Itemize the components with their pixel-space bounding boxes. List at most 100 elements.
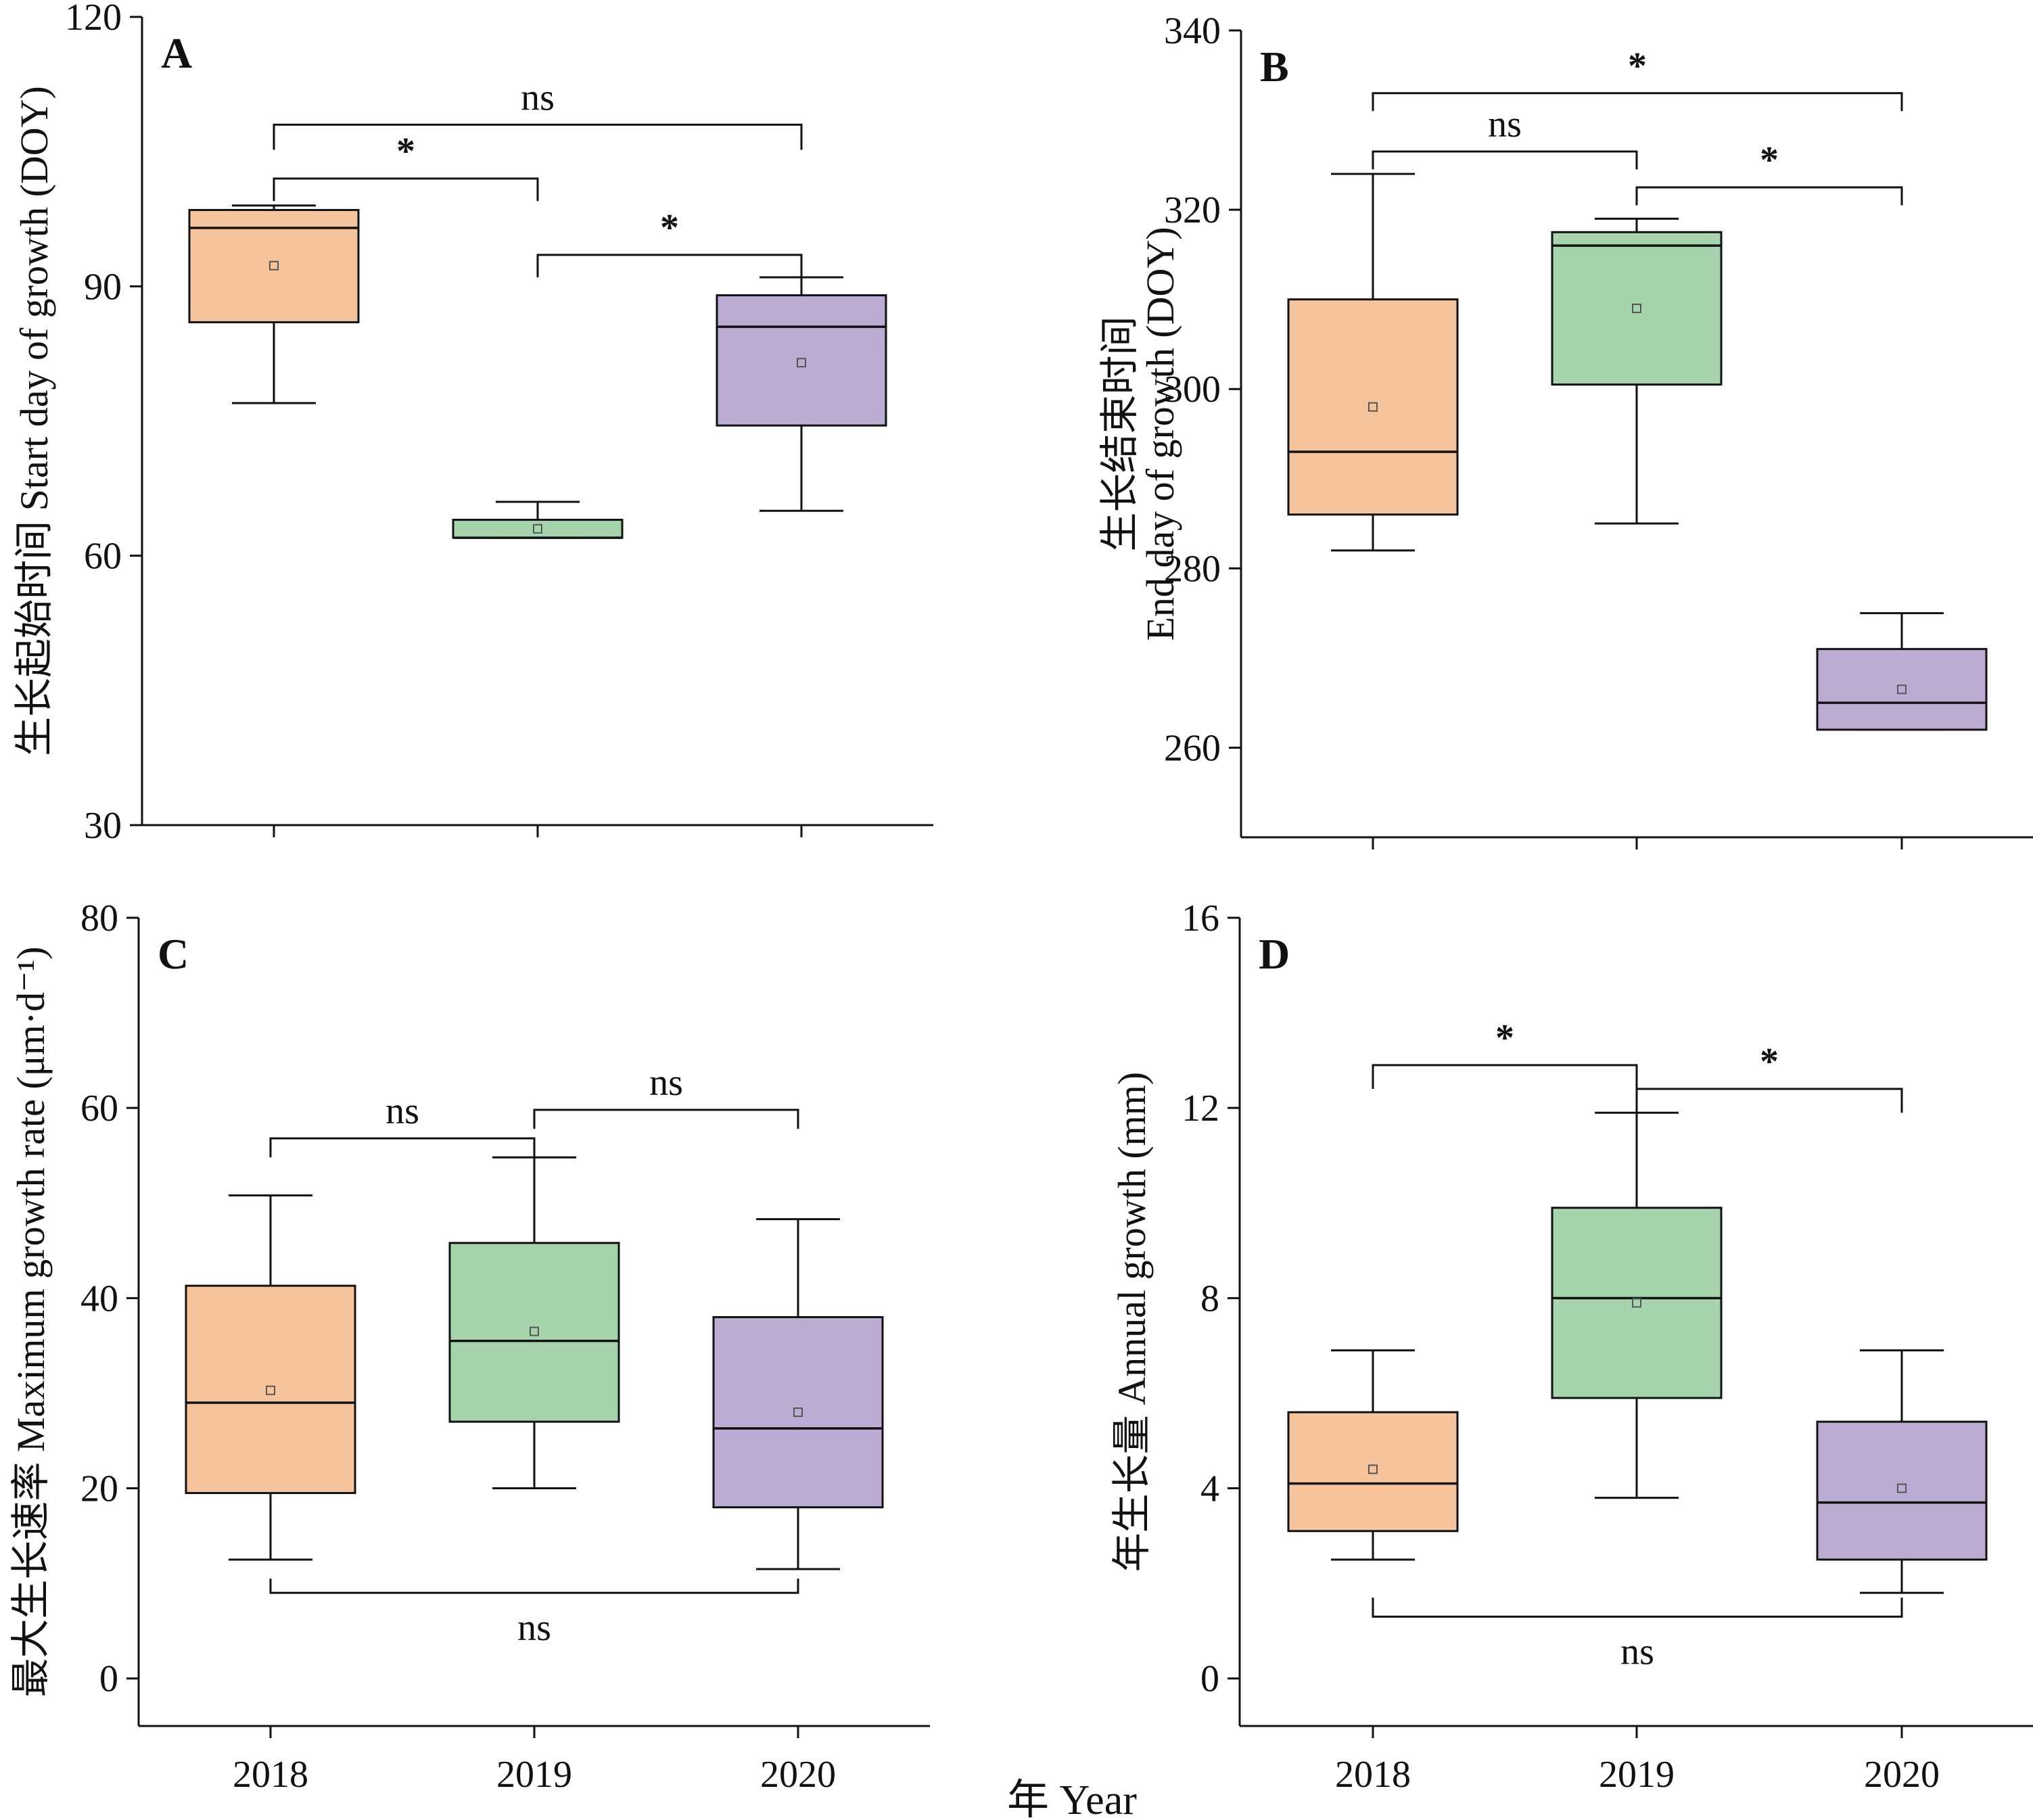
iqr-box <box>185 1284 356 1495</box>
panel-letter: A <box>161 29 192 77</box>
significance-label: * <box>396 131 415 172</box>
box-2018 <box>185 1194 356 1561</box>
x-tick-label: 2018 <box>1335 1754 1411 1796</box>
bracket-line <box>536 254 803 278</box>
panel-a: 30 60 90 120 A 生长起始时间 Start day of growth (DO… <box>12 0 933 847</box>
significance-bracket: ns <box>1372 1597 1903 1673</box>
y-tick-label: 8 <box>1200 1278 1219 1320</box>
significance-label: ns <box>649 1062 683 1104</box>
significance-bracket: * <box>1635 1041 1903 1113</box>
significance-label: * <box>1628 45 1647 87</box>
bracket-line <box>533 1109 799 1129</box>
significance-bracket: * <box>1635 139 1903 206</box>
box-2019 <box>452 500 624 539</box>
mean-marker <box>793 1407 803 1418</box>
mean-marker <box>1632 1298 1641 1308</box>
significance-bracket: * <box>273 131 539 202</box>
iqr-box <box>452 519 624 539</box>
x-tick-label: 2020 <box>1864 1754 1940 1796</box>
bracket-line <box>269 1579 799 1594</box>
bracket-line <box>1372 92 1903 112</box>
box-2019 <box>448 1156 620 1490</box>
y-tick-label: 280 <box>1164 548 1221 590</box>
box-2018 <box>1287 1349 1459 1561</box>
mean-marker <box>269 260 279 271</box>
significance-bracket: ns <box>1372 103 1638 170</box>
y-tick-label: 40 <box>80 1278 118 1320</box>
y-axis-title: 生长起始时间 Start day of growth (DOY) <box>12 86 56 756</box>
bracket-line <box>273 177 539 202</box>
y-tick-label: 300 <box>1164 369 1221 411</box>
y-axis-title-line: 生长结束时间 <box>1098 316 1142 551</box>
mean-marker <box>1632 303 1641 313</box>
iqr-box <box>448 1242 620 1423</box>
significance-bracket: ns <box>533 1062 799 1129</box>
significance-label: * <box>1495 1017 1514 1059</box>
mean-marker <box>1897 684 1907 695</box>
iqr-box <box>1287 298 1459 516</box>
y-tick-label: 30 <box>84 805 122 847</box>
panel-letter: B <box>1260 43 1289 91</box>
box-2020 <box>1816 1349 1988 1594</box>
y-axis-title: 最大生长速率 Maximum growth rate (μm·d⁻¹) <box>9 946 53 1697</box>
y-tick-label: 120 <box>65 0 122 39</box>
iqr-box <box>1551 1207 1723 1399</box>
panel-letter: D <box>1259 930 1290 978</box>
bracket-line <box>273 123 803 150</box>
y-tick-label: 90 <box>84 266 122 308</box>
x-tick-label: 2019 <box>1599 1754 1675 1796</box>
significance-bracket: ns <box>273 76 803 150</box>
mean-marker <box>1368 1464 1378 1474</box>
significance-label: ns <box>517 1607 551 1649</box>
x-tick-label: 2019 <box>496 1754 572 1796</box>
significance-label: ns <box>385 1090 419 1132</box>
mean-marker <box>533 523 542 534</box>
y-tick-label: 0 <box>99 1658 118 1700</box>
mean-marker <box>1897 1483 1907 1493</box>
panel-d: 0 4 8 12 16 2018 2019 2020 D 年生长量 Annual growth (… <box>1110 897 2033 1796</box>
y-tick-label: 260 <box>1164 727 1221 769</box>
significance-bracket: * <box>1372 45 1903 112</box>
bracket-line <box>1372 1597 1903 1618</box>
significance-label: ns <box>521 76 555 118</box>
iqr-box <box>1816 1420 1988 1561</box>
bracket-line <box>1635 1088 1903 1113</box>
box-2019 <box>1551 217 1723 525</box>
mean-marker <box>266 1385 275 1395</box>
iqr-box <box>1816 648 1988 731</box>
box-2018 <box>188 204 360 404</box>
significance-label: ns <box>1620 1631 1654 1673</box>
iqr-box <box>716 294 887 427</box>
iqr-box <box>1287 1411 1459 1533</box>
significance-label: * <box>1760 139 1779 181</box>
y-tick-label: 320 <box>1164 189 1221 231</box>
x-tick-label: 2018 <box>233 1754 308 1796</box>
significance-label: * <box>660 207 679 249</box>
mean-marker <box>1368 402 1378 412</box>
y-tick-label: 12 <box>1182 1088 1219 1129</box>
panel-letter: C <box>158 930 189 978</box>
y-tick-label: 60 <box>80 1088 118 1129</box>
bracket-line <box>1635 186 1903 206</box>
significance-label: ns <box>1488 103 1522 145</box>
panel-c: 0 20 40 60 80 2018 2019 2020 C 最大生长速率 Maximum gro… <box>9 897 930 1796</box>
significance-label: * <box>1760 1041 1779 1083</box>
bracket-line <box>1372 150 1638 170</box>
box-2020 <box>712 1218 884 1570</box>
box-2020 <box>716 276 887 512</box>
y-axis-title-line: End day of growth (DOY) <box>1138 227 1182 640</box>
box-2018 <box>1287 172 1459 552</box>
bracket-line <box>269 1137 536 1158</box>
iqr-box <box>712 1315 884 1509</box>
y-tick-label: 4 <box>1200 1468 1219 1510</box>
mean-marker <box>530 1326 539 1336</box>
y-tick-label: 340 <box>1164 10 1221 52</box>
y-tick-label: 80 <box>80 897 118 939</box>
x-axis-title: 年 Year <box>1007 1777 1137 1820</box>
x-tick-label: 2020 <box>760 1754 836 1796</box>
y-tick-label: 16 <box>1182 897 1219 939</box>
significance-bracket: * <box>1372 1017 1638 1090</box>
